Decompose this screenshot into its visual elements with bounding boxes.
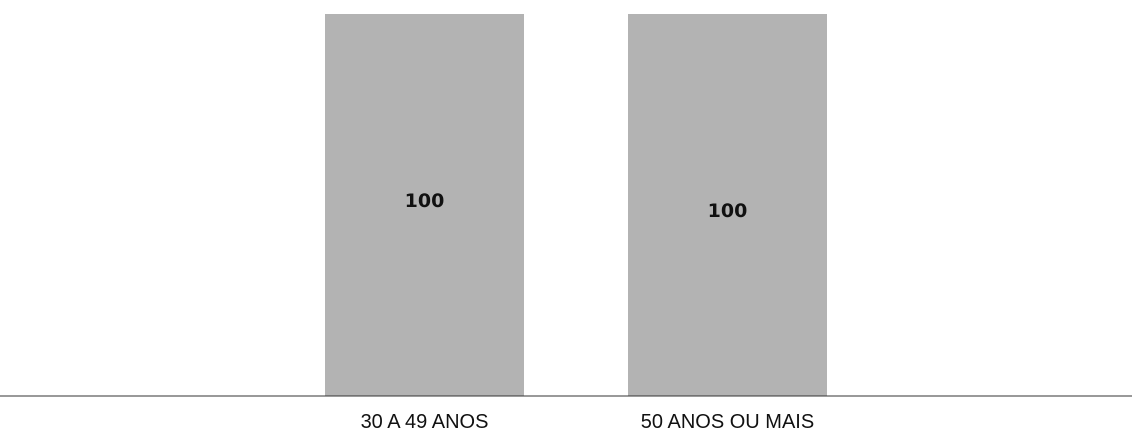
data-label-1: 100: [405, 190, 445, 212]
data-label-2: 100: [708, 200, 748, 222]
x-tick-label-1: 30 A 49 ANOS: [361, 411, 489, 433]
x-tick-labels-group: 30 A 49 ANOS 50 ANOS OU MAIS: [361, 411, 815, 433]
bars-group: [325, 14, 827, 396]
x-tick-label-2: 50 ANOS OU MAIS: [641, 411, 814, 433]
